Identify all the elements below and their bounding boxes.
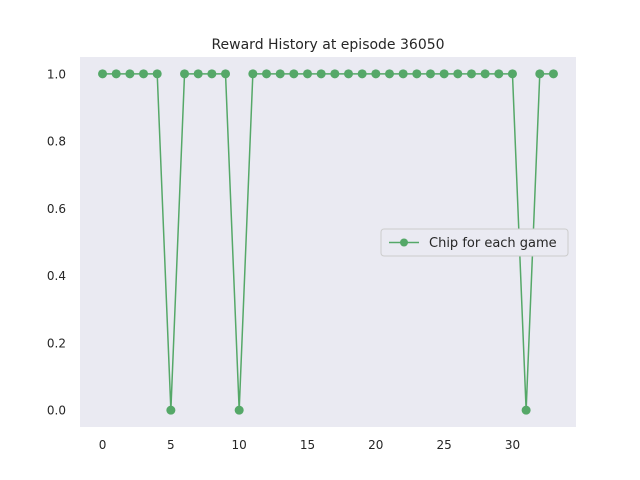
series-line bbox=[102, 73, 554, 411]
y-tick-label: 0.2 bbox=[47, 336, 66, 350]
data-point bbox=[494, 69, 504, 79]
data-point bbox=[384, 69, 394, 79]
data-point bbox=[343, 69, 353, 79]
data-point bbox=[371, 69, 381, 79]
data-point bbox=[303, 69, 313, 79]
legend: Chip for each game bbox=[380, 228, 569, 257]
data-point bbox=[425, 69, 435, 79]
x-axis-ticks: 0 5 10 15 20 25 30 bbox=[99, 438, 520, 452]
data-point bbox=[152, 69, 162, 79]
y-axis-ticks: 0.0 0.2 0.4 0.6 0.8 1.0 bbox=[47, 67, 66, 417]
legend-marker-swatch bbox=[400, 238, 408, 247]
data-point bbox=[453, 69, 463, 79]
data-point bbox=[330, 69, 340, 79]
data-point bbox=[221, 69, 231, 79]
data-point bbox=[166, 405, 176, 415]
x-tick-label: 5 bbox=[167, 438, 175, 452]
data-point bbox=[193, 69, 203, 79]
x-tick-label: 15 bbox=[300, 438, 315, 452]
series-layer bbox=[98, 69, 558, 415]
data-point bbox=[111, 69, 121, 79]
x-tick-label: 20 bbox=[368, 438, 383, 452]
data-point bbox=[507, 69, 517, 79]
data-point bbox=[480, 69, 490, 79]
data-point bbox=[234, 405, 244, 415]
y-tick-label: 0.4 bbox=[47, 269, 66, 283]
data-point bbox=[125, 69, 135, 79]
data-point bbox=[439, 69, 449, 79]
legend-box bbox=[380, 228, 569, 257]
y-tick-label: 1.0 bbox=[47, 67, 66, 81]
data-point bbox=[398, 69, 408, 79]
data-point bbox=[248, 69, 258, 79]
data-point bbox=[412, 69, 422, 79]
data-point bbox=[275, 69, 285, 79]
x-tick-label: 0 bbox=[99, 438, 107, 452]
data-point bbox=[289, 69, 299, 79]
data-point bbox=[316, 69, 326, 79]
data-point bbox=[139, 69, 149, 79]
x-tick-label: 30 bbox=[505, 438, 520, 452]
data-point bbox=[357, 69, 367, 79]
y-tick-label: 0.6 bbox=[47, 202, 66, 216]
data-point bbox=[207, 69, 217, 79]
y-tick-label: 0.8 bbox=[47, 135, 66, 149]
y-tick-label: 0.0 bbox=[47, 404, 66, 418]
x-tick-label: 10 bbox=[232, 438, 247, 452]
chart-title: Reward History at episode 36050 bbox=[211, 37, 444, 53]
data-point bbox=[466, 69, 476, 79]
data-point bbox=[98, 69, 108, 79]
data-point bbox=[521, 405, 531, 415]
data-point bbox=[548, 69, 558, 79]
data-point bbox=[180, 69, 190, 79]
data-point bbox=[535, 69, 545, 79]
x-tick-label: 25 bbox=[437, 438, 452, 452]
legend-label: Chip for each game bbox=[429, 236, 557, 251]
data-point bbox=[262, 69, 272, 79]
